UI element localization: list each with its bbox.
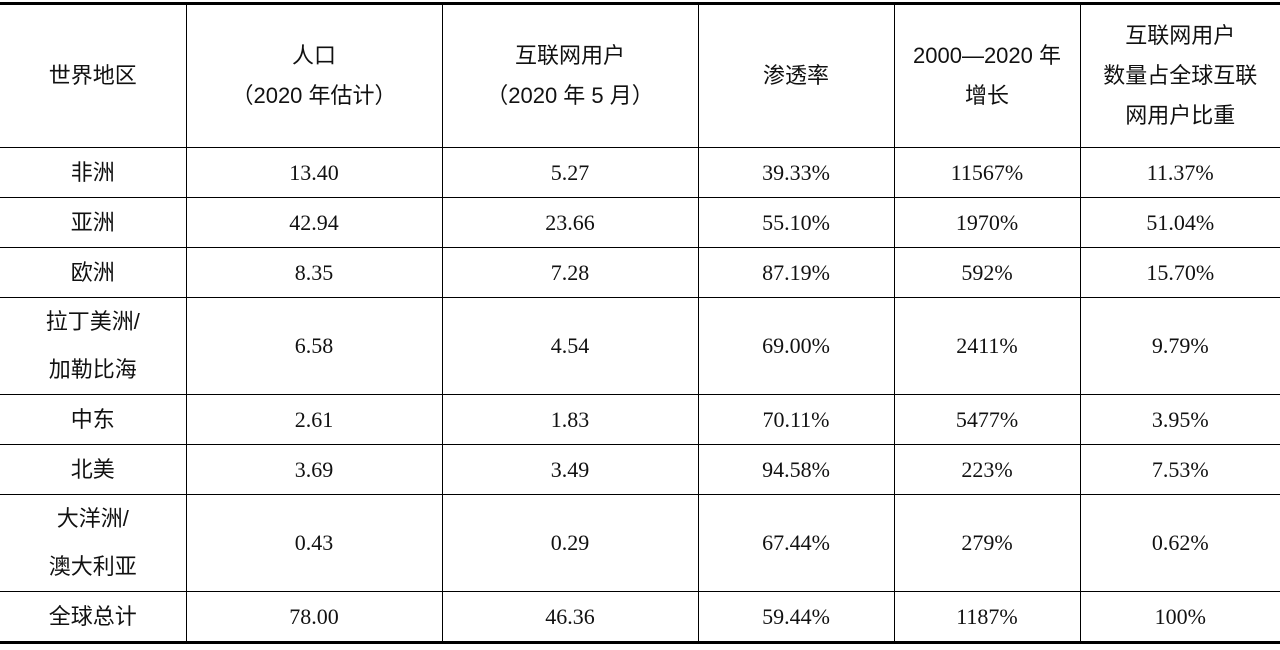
share-cell: 3.95% (1079, 394, 1280, 445)
penetration-cell: 59.44% (697, 591, 895, 644)
header-text-line: （2020 年估计） (231, 83, 397, 108)
header-growth: 2000—2020 年增长 (893, 3, 1081, 148)
users-cell: 7.28 (441, 247, 699, 298)
table-row: 全球总计 78.00 46.36 59.44% 1187% 100% (0, 591, 1280, 644)
population-cell: 3.69 (185, 444, 443, 495)
header-users: 互联网用户 （2020 年 5 月） (441, 3, 699, 148)
table-row: 中东 2.61 1.83 70.11% 5477% 3.95% (0, 394, 1280, 445)
users-cell: 3.49 (441, 444, 699, 495)
region-cell: 北美 (0, 444, 187, 495)
table-row: 非洲 13.40 5.27 39.33% 11567% 11.37% (0, 147, 1280, 198)
table-header: 世界地区 人口 （2020 年估计） 互联网用户 （2020 年 5 月） 渗透率 2000… (0, 3, 1280, 148)
table-body: 非洲 13.40 5.27 39.33% 11567% 11.37% 亚洲 42.94 23.6… (0, 147, 1280, 644)
header-share: 互联网用户数量占全球互联 网用户比重 (1079, 3, 1280, 148)
region-cell: 拉丁美洲/加勒比海 (0, 297, 187, 395)
table-row: 大洋洲/澳大利亚 0.43 0.29 67.44% 279% 0.62% (0, 494, 1280, 592)
users-cell: 46.36 (441, 591, 699, 644)
population-cell: 78.00 (185, 591, 443, 644)
penetration-cell: 67.44% (697, 494, 895, 592)
share-cell: 15.70% (1079, 247, 1280, 298)
header-text-line: 世界地区 (48, 63, 137, 88)
share-cell: 11.37% (1079, 147, 1280, 198)
header-text-line: （2020 年 5 月） (486, 83, 654, 108)
users-cell: 5.27 (441, 147, 699, 198)
region-cell: 非洲 (0, 147, 187, 198)
growth-cell: 11567% (893, 147, 1081, 198)
users-cell: 23.66 (441, 197, 699, 248)
header-region: 世界地区 (0, 3, 187, 148)
header-text-line: 增长 (964, 83, 1009, 108)
population-cell: 8.35 (185, 247, 443, 298)
population-cell: 0.43 (185, 494, 443, 592)
population-cell: 13.40 (185, 147, 443, 198)
share-cell: 7.53% (1079, 444, 1280, 495)
header-text-line: 互联网用户 (514, 43, 625, 68)
region-text-line: 中东 (70, 406, 115, 432)
header-text-line: 网用户比重 (1125, 103, 1236, 128)
population-cell: 42.94 (185, 197, 443, 248)
growth-cell: 592% (893, 247, 1081, 298)
penetration-cell: 55.10% (697, 197, 895, 248)
header-penetration: 渗透率 (697, 3, 895, 148)
users-cell: 1.83 (441, 394, 699, 445)
region-text-line: 全球总计 (48, 603, 137, 629)
region-text-line: 非洲 (70, 159, 115, 185)
growth-cell: 2411% (893, 297, 1081, 395)
region-text-line: 拉丁美洲/ (45, 309, 140, 334)
share-cell: 100% (1079, 591, 1280, 644)
region-cell: 大洋洲/澳大利亚 (0, 494, 187, 592)
region-text-line: 欧洲 (70, 259, 115, 285)
population-cell: 2.61 (185, 394, 443, 445)
share-cell: 9.79% (1079, 297, 1280, 395)
header-text-line: 2000—2020 年 (913, 43, 1061, 68)
region-text-line: 亚洲 (70, 209, 115, 235)
penetration-cell: 87.19% (697, 247, 895, 298)
header-text-line: 数量占全球互联 (1103, 63, 1258, 88)
penetration-cell: 69.00% (697, 297, 895, 395)
growth-cell: 223% (893, 444, 1081, 495)
region-cell: 亚洲 (0, 197, 187, 248)
growth-cell: 1970% (893, 197, 1081, 248)
region-text-line: 澳大利亚 (48, 554, 137, 579)
region-text-line: 大洋洲/ (56, 506, 129, 531)
penetration-cell: 70.11% (697, 394, 895, 445)
growth-cell: 279% (893, 494, 1081, 592)
penetration-cell: 39.33% (697, 147, 895, 198)
table-row: 拉丁美洲/加勒比海 6.58 4.54 69.00% 2411% 9.79% (0, 297, 1280, 395)
population-cell: 6.58 (185, 297, 443, 395)
region-cell: 中东 (0, 394, 187, 445)
share-cell: 0.62% (1079, 494, 1280, 592)
region-cell: 欧洲 (0, 247, 187, 298)
penetration-cell: 94.58% (697, 444, 895, 495)
users-cell: 0.29 (441, 494, 699, 592)
growth-cell: 5477% (893, 394, 1081, 445)
table-row: 北美 3.69 3.49 94.58% 223% 7.53% (0, 444, 1280, 495)
table-row: 亚洲 42.94 23.66 55.10% 1970% 51.04% (0, 197, 1280, 248)
growth-cell: 1187% (893, 591, 1081, 644)
users-cell: 4.54 (441, 297, 699, 395)
header-text-line: 渗透率 (762, 63, 829, 88)
table-row: 欧洲 8.35 7.28 87.19% 592% 15.70% (0, 247, 1280, 298)
region-cell: 全球总计 (0, 591, 187, 644)
share-cell: 51.04% (1079, 197, 1280, 248)
region-text-line: 加勒比海 (48, 357, 137, 382)
header-text-line: 互联网用户 (1125, 23, 1236, 48)
header-text-line: 人口 (291, 43, 336, 68)
region-text-line: 北美 (70, 456, 115, 482)
header-population: 人口 （2020 年估计） (185, 3, 443, 148)
header-row: 世界地区 人口 （2020 年估计） 互联网用户 （2020 年 5 月） 渗透率 2000… (0, 3, 1280, 148)
